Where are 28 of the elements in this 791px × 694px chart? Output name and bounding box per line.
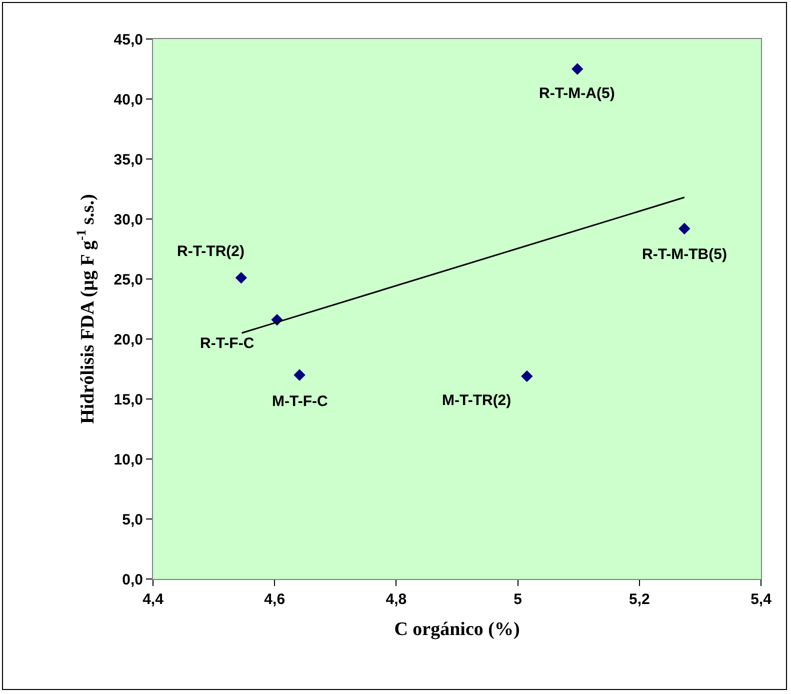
x-tick-label: 5 [514,591,522,608]
point [572,63,584,75]
y-tick-label: 45,0 [114,31,143,48]
y-tick-label: 10,0 [114,451,143,468]
y-tick-label: 30,0 [114,211,143,228]
annotation: M-T-F-C [272,393,328,410]
x-tick-label: 4,4 [142,591,164,608]
y-tick-label: 25,0 [114,271,143,288]
annotation: R-T-TR(2) [177,243,244,260]
point [521,370,533,382]
x-tick-label: 4,8 [386,591,407,608]
x-tick-label: 4,6 [264,591,286,608]
x-tick-label: 5,2 [628,591,650,608]
annotation: R-T-M-A(5) [539,85,615,102]
annotation: R-T-M-TB(5) [642,246,727,263]
annotation: M-T-TR(2) [442,392,512,409]
x-tick-label: 5,4 [750,591,772,608]
point [235,272,248,284]
point [678,222,690,234]
y-tick-label: 35,0 [114,151,143,168]
point [294,369,306,381]
y-tick-label: 40,0 [114,91,143,108]
y-tick-label: 5,0 [122,511,143,528]
y-tick-label: 20,0 [114,331,143,348]
y-tick-label: 15,0 [114,391,143,408]
x-axis-title: C orgánico (%) [394,618,520,640]
y-tick-label: 0,0 [122,571,143,588]
annotation: R-T-F-C [200,335,254,352]
